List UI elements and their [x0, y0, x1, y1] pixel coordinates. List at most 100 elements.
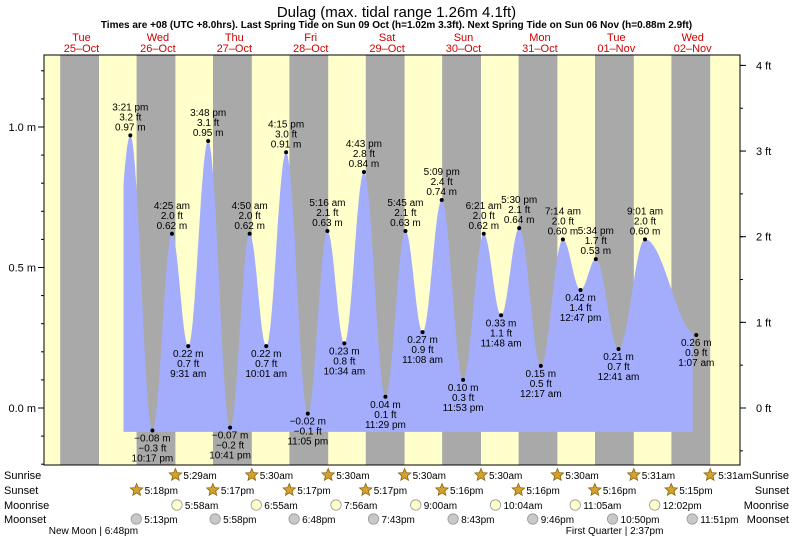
- moonset-icon: [447, 513, 459, 525]
- extreme-point: [481, 231, 486, 236]
- high-tide-label: 0.84 m: [349, 159, 380, 170]
- extreme-point: [169, 231, 174, 236]
- tick-label-ft: 0 ft: [756, 403, 771, 415]
- day-of-week-label: Wed: [681, 32, 703, 44]
- date-label: 02–Nov: [674, 43, 712, 55]
- sun-icon: [664, 482, 679, 497]
- daylight-band: [44, 55, 61, 465]
- extreme-point: [560, 237, 565, 242]
- moonset-time: 5:13pm: [144, 515, 177, 526]
- low-tide-label: −0.02 m: [290, 417, 326, 428]
- moonset-time: 9:46pm: [541, 515, 574, 526]
- high-tide-label: 2.1 ft: [508, 205, 530, 216]
- sun-time: 5:30am: [336, 471, 369, 482]
- low-tide-label: −0.3 ft: [138, 443, 166, 454]
- high-tide-label: 5:09 pm: [424, 167, 460, 178]
- low-tide-label: 10:17 pm: [132, 453, 174, 464]
- high-tide-label: 5:16 am: [309, 198, 345, 209]
- high-tide-label: 2.0 ft: [634, 216, 656, 227]
- high-tide-label: 0.62 m: [234, 221, 265, 232]
- low-tide-label: 12:17 am: [520, 389, 562, 400]
- high-tide-label: 0.62 m: [468, 221, 499, 232]
- sun-icon: [397, 467, 412, 482]
- high-tide-label: 6:21 am: [466, 201, 502, 212]
- low-tide-label: 10:01 am: [245, 369, 287, 380]
- moonset-icon: [686, 513, 698, 525]
- low-tide-label: 0.27 m: [407, 335, 438, 346]
- extreme-point: [593, 257, 598, 262]
- moonrise-time: 6:55am: [264, 501, 297, 512]
- moonrise-icon: [569, 499, 581, 511]
- moonset-icon: [367, 513, 380, 525]
- low-tide-label: 12:47 pm: [560, 313, 602, 324]
- low-tide-label: 0.21 m: [603, 352, 634, 363]
- low-tide-label: 0.7 ft: [177, 359, 199, 370]
- high-tide-label: 2.4 ft: [431, 177, 453, 188]
- sun-time: 5:16pm: [603, 486, 636, 497]
- date-label: 27–Oct: [217, 43, 252, 55]
- sun-time: 5:31am: [642, 471, 675, 482]
- moonset-time: 6:48pm: [302, 515, 335, 526]
- high-tide-label: 5:45 am: [387, 198, 423, 209]
- sun-icon: [244, 467, 259, 482]
- sun-icon: [282, 482, 297, 497]
- row-label-left: Moonset: [4, 514, 46, 526]
- moonset-icon: [209, 513, 221, 525]
- extreme-point: [186, 344, 191, 349]
- sun-icon: [205, 482, 221, 497]
- high-tide-label: 0.63 m: [390, 218, 421, 229]
- extreme-point: [499, 313, 504, 318]
- moonrise-icon: [250, 499, 262, 511]
- low-tide-label: 0.15 m: [526, 369, 557, 380]
- high-tide-label: 7:14 am: [545, 206, 581, 217]
- low-tide-label: 10:41 pm: [209, 451, 251, 462]
- low-tide-label: 0.23 m: [329, 346, 360, 357]
- day-of-week-label: Thu: [225, 32, 244, 44]
- extreme-point: [420, 330, 425, 335]
- sun-icon: [626, 467, 641, 482]
- low-tide-label: 0.8 ft: [333, 356, 355, 367]
- date-label: 31–Oct: [522, 43, 557, 55]
- tick-label-m: 0.0 m: [8, 403, 36, 415]
- low-tide-label: 12:41 am: [598, 372, 640, 383]
- day-of-week-label: Tue: [72, 32, 91, 44]
- extreme-point: [517, 226, 522, 231]
- extreme-point: [538, 363, 543, 368]
- extreme-point: [361, 169, 366, 174]
- low-tide-label: 0.22 m: [251, 349, 282, 360]
- low-tide-label: 0.9 ft: [685, 348, 707, 359]
- low-tide-label: 0.22 m: [173, 349, 204, 360]
- day-of-week-label: Wed: [147, 32, 169, 44]
- high-tide-label: 0.53 m: [581, 246, 612, 257]
- high-tide-label: 0.95 m: [193, 128, 224, 139]
- low-tide-label: 0.5 ft: [530, 379, 552, 390]
- extreme-point: [206, 139, 211, 144]
- low-tide-label: 0.26 m: [681, 338, 712, 349]
- sun-time: 5:30am: [260, 471, 293, 482]
- low-tide-label: 9:31 am: [170, 369, 206, 380]
- low-tide-label: −0.07 m: [212, 431, 248, 442]
- low-tide-label: −0.08 m: [134, 433, 170, 444]
- moonset-time: 5:58pm: [223, 515, 256, 526]
- moon-phase-label: New Moon | 6:48pm: [49, 526, 138, 537]
- moonset-icon: [130, 513, 142, 525]
- extreme-point: [305, 411, 310, 416]
- low-tide-label: 1:07 am: [678, 358, 714, 369]
- extreme-point: [694, 332, 699, 337]
- low-tide-label: 0.7 ft: [255, 359, 277, 370]
- chart-title: Dulag (max. tidal range 1.26m 4.1ft): [277, 4, 516, 21]
- sun-time: 5:17pm: [374, 486, 407, 497]
- high-tide-label: 0.60 m: [630, 226, 661, 237]
- moonset-icon: [606, 513, 619, 525]
- date-label: 30–Oct: [446, 43, 481, 55]
- tide-area: [123, 135, 693, 432]
- moonset-icon: [527, 513, 539, 525]
- tick-label-m: 1.0 m: [8, 122, 36, 134]
- day-of-week-label: Sun: [454, 32, 474, 44]
- sun-time: 5:30am: [489, 471, 522, 482]
- day-headers: Tue25–OctWed26–OctThu27–OctFri28–OctSat2…: [64, 32, 712, 55]
- moonrise-time: 12:02pm: [663, 501, 702, 512]
- row-label-right: Moonrise: [744, 500, 789, 512]
- high-tide-label: 2.0 ft: [473, 211, 495, 222]
